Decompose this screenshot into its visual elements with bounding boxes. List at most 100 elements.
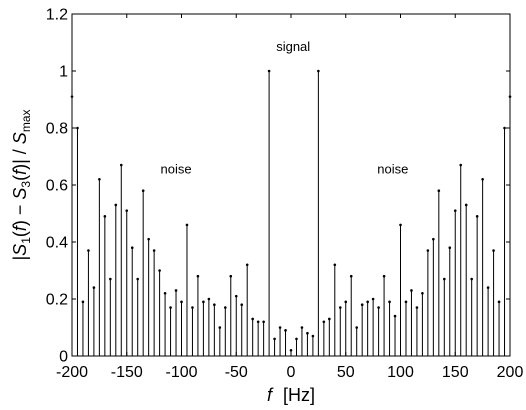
y-tick-label: 1: [59, 64, 68, 81]
stem-marker: [311, 334, 315, 338]
stem-marker: [432, 237, 435, 241]
stem-marker: [119, 163, 123, 167]
annotation-label: noise: [377, 162, 408, 177]
y-tick-label: 1.2: [46, 7, 68, 24]
axis-tick-labels: -200 -150 -100 -50 0 50 100 150 200 0 0.2 0.4 0.6 0.8…: [46, 7, 524, 382]
stem-marker: [349, 274, 353, 278]
stem-marker: [213, 303, 216, 307]
y-tick-label: 0.8: [46, 121, 68, 138]
x-tick-label: 200: [497, 364, 524, 381]
stem-marker: [333, 263, 337, 267]
x-axis-unit: [Hz]: [283, 385, 315, 405]
x-tick-label: 100: [387, 364, 414, 381]
stem-marker: [196, 274, 200, 278]
stem-marker: [98, 178, 101, 181]
stem-marker: [306, 331, 309, 335]
stem-marker: [382, 274, 386, 278]
stem-marker: [229, 274, 233, 278]
stem-marker: [125, 209, 129, 212]
x-axis-label: f [Hz]: [267, 385, 315, 405]
stem-marker: [360, 303, 364, 307]
stem-marker: [234, 294, 238, 298]
stem-marker: [317, 69, 320, 73]
y-tick-label: 0: [59, 349, 68, 366]
stem-marker: [202, 300, 205, 304]
stem-marker: [421, 292, 424, 295]
stem-marker: [278, 326, 282, 329]
stem-marker: [240, 303, 244, 307]
y-tick-label: 0.6: [46, 178, 68, 195]
stem-marker: [245, 263, 249, 267]
stem-marker: [415, 306, 419, 309]
y-tick-label: 0.2: [46, 292, 68, 309]
stem-marker: [464, 203, 468, 207]
stem-marker: [486, 286, 490, 289]
stem-marker: [410, 289, 413, 292]
annotation-label: signal: [276, 39, 310, 54]
stem-marker: [284, 329, 287, 332]
stem-marker: [114, 203, 118, 207]
stem-marker: [87, 249, 90, 252]
x-tick-label: -50: [225, 364, 248, 381]
stem-marker: [426, 249, 430, 252]
stem-marker: [251, 317, 254, 321]
stem-marker: [152, 249, 156, 252]
stem-marker: [130, 246, 134, 249]
x-tick-label: -100: [165, 364, 197, 381]
stem-marker: [147, 237, 150, 241]
stem-marker: [185, 223, 189, 227]
stem-marker: [163, 292, 167, 295]
x-tick-label: -200: [56, 364, 88, 381]
stem-marker: [273, 337, 276, 341]
stem-marker: [503, 126, 506, 130]
stem-marker: [470, 277, 473, 281]
stem-marker: [481, 178, 484, 181]
stem-marker: [169, 306, 172, 309]
stem-marker: [404, 300, 408, 304]
stem-marker: [338, 306, 342, 309]
stem-marker: [448, 246, 452, 249]
stem-marker: [218, 326, 222, 329]
annotation-label: noise: [160, 162, 191, 177]
stem-marker: [289, 349, 293, 352]
stem-marker: [109, 277, 112, 281]
stem-marker: [180, 300, 183, 304]
stem-marker: [256, 320, 260, 324]
stem-marker: [267, 69, 271, 73]
stem-marker: [103, 215, 107, 218]
stem-marker: [174, 289, 178, 292]
stem-marker: [459, 163, 463, 167]
stem-marker: [399, 223, 402, 227]
stem-marker: [437, 189, 441, 192]
stem-marker: [322, 320, 326, 324]
stem-marker: [388, 300, 391, 304]
stem-marker: [92, 286, 96, 289]
x-tick-label: 0: [287, 364, 296, 381]
stem-marker: [224, 306, 227, 309]
stem-marker: [295, 337, 298, 341]
stem-marker: [492, 249, 495, 252]
stem-marker: [366, 300, 369, 304]
stem-marker: [344, 300, 348, 304]
stem-marker: [141, 189, 145, 192]
x-tick-label: 50: [337, 364, 355, 381]
stem-marker: [475, 215, 479, 218]
stem-marker: [328, 317, 331, 321]
stem-marker: [393, 314, 397, 318]
stem-marker: [76, 126, 79, 130]
stem-series: [70, 69, 512, 356]
stem-marker: [300, 326, 304, 329]
y-axis-label: |S1(f) − S3(f)| / Smax: [10, 109, 33, 260]
stem-marker: [497, 300, 501, 304]
stem-marker: [158, 269, 161, 272]
stem-marker: [453, 209, 457, 212]
stem-marker: [443, 277, 446, 281]
stem-marker: [81, 300, 85, 304]
x-tick-label: 150: [442, 364, 469, 381]
stem-marker: [136, 277, 139, 281]
x-axis-variable: f: [267, 385, 274, 405]
stem-marker: [371, 297, 375, 301]
stem-marker: [207, 297, 211, 301]
stem-marker: [377, 306, 380, 309]
